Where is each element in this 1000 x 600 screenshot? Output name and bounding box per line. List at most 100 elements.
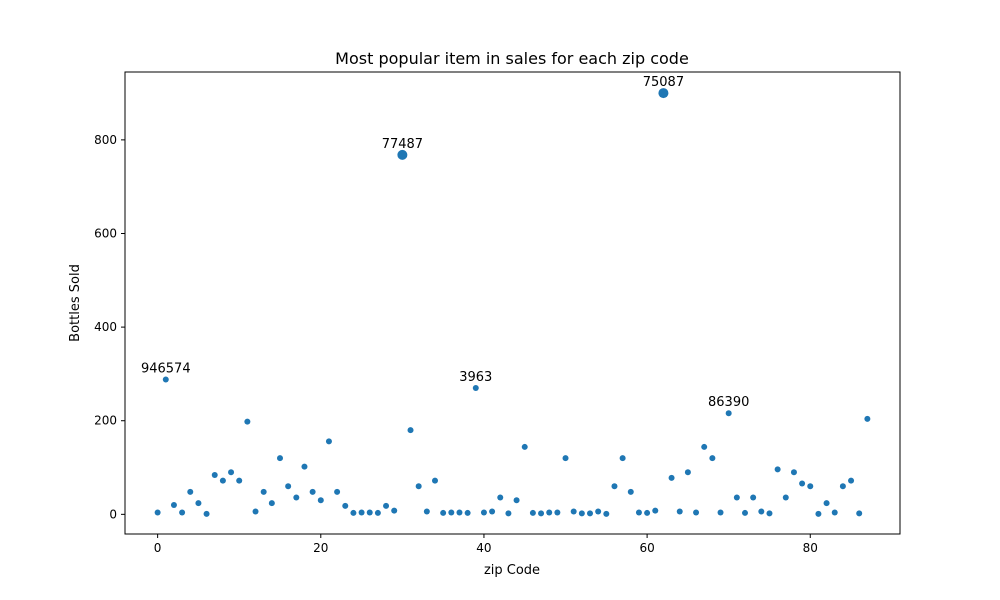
data-point (397, 149, 408, 160)
point-annotation: 75087 (643, 75, 684, 90)
data-point (766, 510, 773, 517)
data-point (464, 509, 471, 516)
data-point (162, 376, 169, 383)
data-point (644, 509, 651, 516)
data-point (570, 508, 577, 515)
data-point (244, 418, 251, 425)
data-point (619, 455, 626, 462)
point-annotation: 946574 (141, 362, 191, 377)
y-tick-label: 400 (94, 320, 117, 334)
data-point (807, 483, 814, 490)
data-point (635, 509, 642, 516)
data-point (595, 508, 602, 515)
data-point (676, 508, 683, 515)
data-point (334, 488, 341, 495)
data-point (562, 455, 569, 462)
data-point (309, 488, 316, 495)
data-point (831, 509, 838, 516)
data-point (627, 488, 634, 495)
data-point (170, 501, 177, 508)
data-point (472, 384, 479, 391)
data-point (839, 483, 846, 490)
y-tick-label: 200 (94, 414, 117, 428)
data-point (236, 477, 243, 484)
data-point (228, 469, 235, 476)
data-point (505, 510, 512, 517)
y-tick-label: 600 (94, 226, 117, 240)
data-point (538, 510, 545, 517)
x-axis-label: zip Code (484, 563, 540, 578)
data-point (782, 494, 789, 501)
data-point (195, 500, 202, 507)
data-point (799, 480, 806, 487)
data-point (277, 455, 283, 462)
x-tick-label: 0 (154, 541, 162, 555)
points-layer (154, 88, 871, 517)
data-point (448, 509, 455, 516)
data-point (701, 443, 708, 450)
data-point (358, 509, 365, 516)
data-point (611, 483, 618, 490)
data-point (603, 510, 610, 517)
data-point (856, 510, 863, 517)
data-point (293, 494, 300, 501)
data-point (742, 509, 748, 516)
data-point (301, 463, 308, 470)
data-point (252, 508, 259, 515)
data-point (513, 497, 520, 504)
data-point (374, 509, 381, 516)
data-point (652, 507, 659, 514)
data-point (211, 472, 218, 479)
chart-title: Most popular item in sales for each zip … (335, 49, 689, 68)
data-point (497, 494, 504, 501)
data-point (529, 509, 536, 516)
data-point (203, 510, 210, 517)
data-point (848, 477, 855, 484)
data-point (815, 510, 822, 517)
point-annotation: 86390 (708, 395, 749, 410)
data-point (423, 508, 430, 515)
data-point (179, 509, 186, 516)
data-point (733, 494, 740, 501)
data-point (709, 455, 716, 462)
data-point (317, 497, 324, 504)
data-point (260, 488, 267, 495)
data-point (554, 509, 561, 516)
data-point (366, 509, 373, 516)
data-point (823, 500, 830, 507)
data-point (668, 474, 675, 481)
data-point (391, 507, 398, 514)
y-tick-label: 0 (109, 507, 117, 521)
x-tick-label: 80 (803, 541, 818, 555)
data-point (750, 494, 757, 501)
data-point (489, 508, 496, 515)
data-point (521, 443, 528, 450)
data-point (415, 483, 422, 490)
data-point (285, 483, 292, 490)
data-point (864, 415, 871, 422)
data-point (758, 508, 765, 515)
data-point (546, 509, 553, 516)
data-point (219, 477, 226, 484)
data-point (383, 502, 390, 509)
x-tick-label: 40 (476, 541, 491, 555)
data-point (154, 509, 161, 516)
x-tick-label: 20 (313, 541, 328, 555)
data-point (325, 438, 332, 445)
data-point (350, 509, 357, 516)
annotations-layer: 946574 77487 3963 75087 86390 (141, 75, 749, 410)
data-point (587, 510, 593, 517)
data-point (407, 427, 414, 434)
x-tick-label: 60 (639, 541, 654, 555)
plot-frame (124, 71, 901, 535)
data-point (717, 509, 724, 516)
data-point (693, 509, 700, 516)
data-point (790, 469, 797, 476)
data-point (480, 509, 487, 516)
data-point (725, 410, 732, 417)
data-point (440, 509, 447, 516)
point-annotation: 3963 (459, 370, 492, 385)
